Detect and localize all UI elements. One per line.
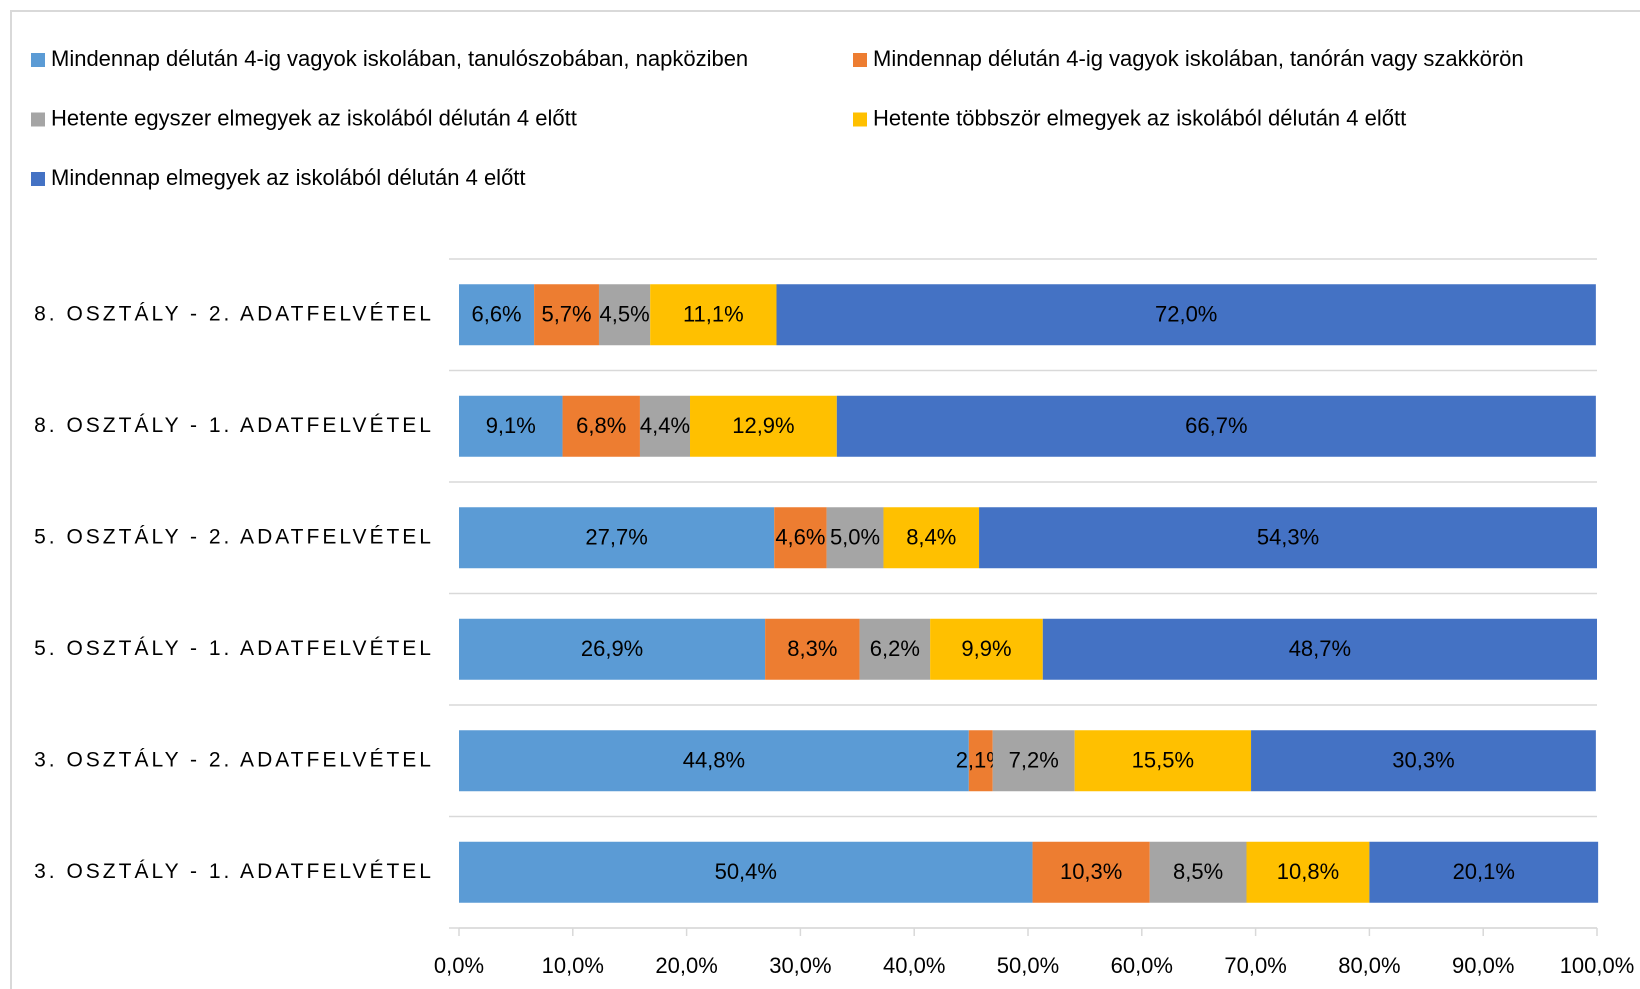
bar-segment (774, 507, 827, 569)
x-tick-label: 50,0% (997, 953, 1059, 978)
bar-segment (650, 284, 777, 346)
bar-segment (459, 284, 535, 346)
data-label: 48,7% (1289, 636, 1351, 661)
data-label: 8,4% (906, 525, 956, 550)
bar-segment (1032, 841, 1150, 903)
bar-segment (1251, 730, 1596, 792)
x-tick-label: 0,0% (434, 953, 484, 978)
data-label: 11,1% (683, 302, 744, 327)
data-label: 44,8% (683, 748, 745, 773)
bar-segment (459, 618, 766, 680)
data-label: 7,2% (1009, 748, 1059, 773)
data-label: 4,5% (600, 302, 650, 327)
data-label: 27,7% (585, 525, 647, 550)
bar-segment (459, 395, 563, 457)
bar-segment (776, 284, 1596, 346)
legend-label: Mindennap elmegyek az iskolából délután … (51, 165, 526, 190)
bar-segment (1074, 730, 1252, 792)
y-tick-label: 8. OSZTÁLY - 1. ADATFELVÉTEL (34, 414, 434, 437)
legend-label: Mindennap délután 4-ig vagyok iskolában,… (51, 46, 748, 71)
x-tick-label: 40,0% (883, 953, 945, 978)
data-label: 26,9% (581, 636, 643, 661)
legend-label: Mindennap délután 4-ig vagyok iskolában,… (873, 46, 1524, 71)
bar-segment (562, 395, 640, 457)
bar-segment (1042, 618, 1597, 680)
y-tick-label: 8. OSZTÁLY - 2. ADATFELVÉTEL (34, 302, 434, 325)
data-label: 72,0% (1155, 302, 1217, 327)
data-label: 15,5% (1132, 748, 1194, 773)
data-label: 6,6% (471, 302, 521, 327)
legend-swatch (853, 112, 867, 127)
bar-segment (690, 395, 837, 457)
y-tick-label: 5. OSZTÁLY - 1. ADATFELVÉTEL (34, 637, 434, 660)
data-label: 30,3% (1392, 748, 1454, 773)
bar-segment (1246, 841, 1370, 903)
data-label: 4,6% (775, 525, 825, 550)
data-label: 4,4% (640, 413, 690, 438)
data-label: 50,4% (715, 859, 777, 884)
bar-segment (979, 507, 1597, 569)
bar-segment (859, 618, 931, 680)
data-label: 10,8% (1277, 859, 1339, 884)
bar-segment (765, 618, 860, 680)
bar-segment (930, 618, 1043, 680)
x-tick-label: 10,0% (542, 953, 604, 978)
x-tick-label: 90,0% (1452, 953, 1514, 978)
legend-swatch (31, 172, 45, 186)
data-label: 8,3% (787, 636, 837, 661)
bar-segment (459, 730, 969, 792)
legend-swatch (853, 53, 867, 67)
bar-segment (826, 507, 884, 569)
legend-swatch (31, 53, 45, 67)
data-label: 20,1% (1453, 859, 1515, 884)
data-label: 5,7% (541, 302, 591, 327)
legend-swatch (31, 112, 45, 127)
data-label: 12,9% (732, 413, 794, 438)
data-label: 8,5% (1173, 859, 1223, 884)
y-tick-label: 3. OSZTÁLY - 1. ADATFELVÉTEL (34, 860, 434, 883)
data-label: 9,1% (486, 413, 536, 438)
x-tick-label: 20,0% (655, 953, 717, 978)
bar-segment (968, 730, 993, 792)
bar-segment (883, 507, 980, 569)
x-tick-label: 30,0% (769, 953, 831, 978)
y-tick-label: 5. OSZTÁLY - 2. ADATFELVÉTEL (34, 525, 434, 548)
legend-label: Hetente egyszer elmegyek az iskolából dé… (51, 105, 577, 130)
x-tick-label: 60,0% (1111, 953, 1173, 978)
data-label: 9,9% (961, 636, 1011, 661)
data-label: 6,2% (870, 636, 920, 661)
legend-label: Hetente többször elmegyek az iskolából d… (873, 105, 1406, 130)
x-tick-label: 70,0% (1224, 953, 1286, 978)
data-label: 5,0% (830, 525, 880, 550)
bar-segment (459, 507, 775, 569)
y-tick-label: 3. OSZTÁLY - 2. ADATFELVÉTEL (34, 748, 434, 771)
x-tick-label: 80,0% (1338, 953, 1400, 978)
bar-segment (534, 284, 599, 346)
bar-segment (1369, 841, 1599, 903)
data-label: 54,3% (1257, 525, 1319, 550)
data-label: 6,8% (576, 413, 626, 438)
bar-segment (598, 284, 651, 346)
bar-segment (639, 395, 691, 457)
data-label: 66,7% (1185, 413, 1247, 438)
bar-segment (836, 395, 1596, 457)
data-label: 10,3% (1060, 859, 1122, 884)
x-tick-label: 100,0% (1560, 953, 1635, 978)
bar-segment (1149, 841, 1247, 903)
bar-segment (459, 841, 1033, 903)
chart-border (10, 10, 1640, 989)
bar-segment (992, 730, 1075, 792)
